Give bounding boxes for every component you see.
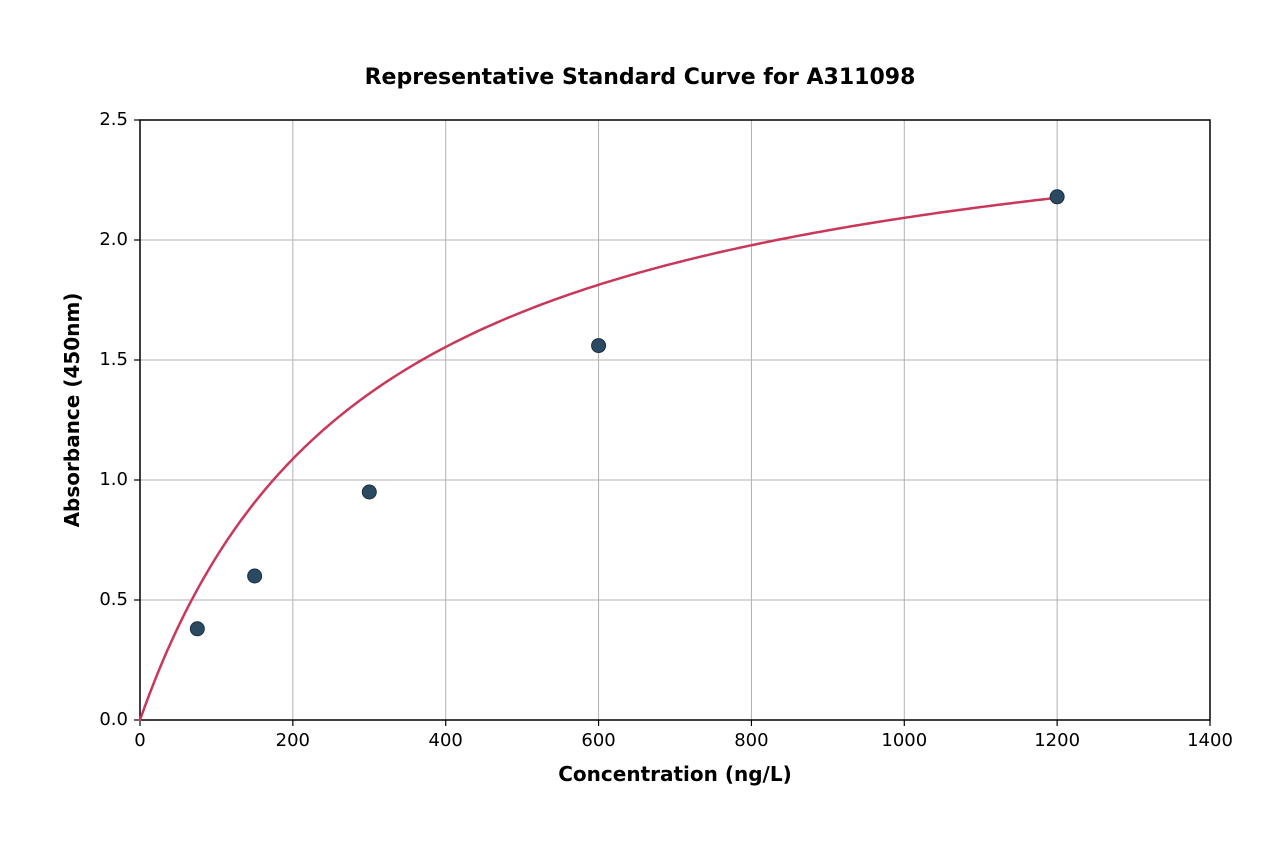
x-tick-label: 200 <box>263 730 323 751</box>
x-tick-label: 0 <box>110 730 170 751</box>
y-tick-label: 1.0 <box>99 469 128 490</box>
x-tick-label: 1200 <box>1027 730 1087 751</box>
x-tick-label: 1000 <box>874 730 934 751</box>
data-point <box>592 339 606 353</box>
y-tick-label: 2.0 <box>99 229 128 250</box>
y-tick-label: 0.0 <box>99 709 128 730</box>
x-tick-label: 800 <box>721 730 781 751</box>
x-tick-label: 1400 <box>1180 730 1240 751</box>
data-point <box>248 569 262 583</box>
plot-svg <box>0 0 1280 845</box>
data-point <box>1050 190 1064 204</box>
x-tick-label: 600 <box>569 730 629 751</box>
plot-spines <box>140 120 1210 720</box>
data-point <box>190 622 204 636</box>
y-tick-label: 1.5 <box>99 349 128 370</box>
y-axis-label: Absorbance (450nm) <box>60 280 84 540</box>
y-tick-label: 2.5 <box>99 109 128 130</box>
data-point <box>362 485 376 499</box>
y-tick-label: 0.5 <box>99 589 128 610</box>
x-tick-label: 400 <box>416 730 476 751</box>
chart-figure: Representative Standard Curve for A31109… <box>0 0 1280 845</box>
x-axis-label: Concentration (ng/L) <box>140 762 1210 786</box>
